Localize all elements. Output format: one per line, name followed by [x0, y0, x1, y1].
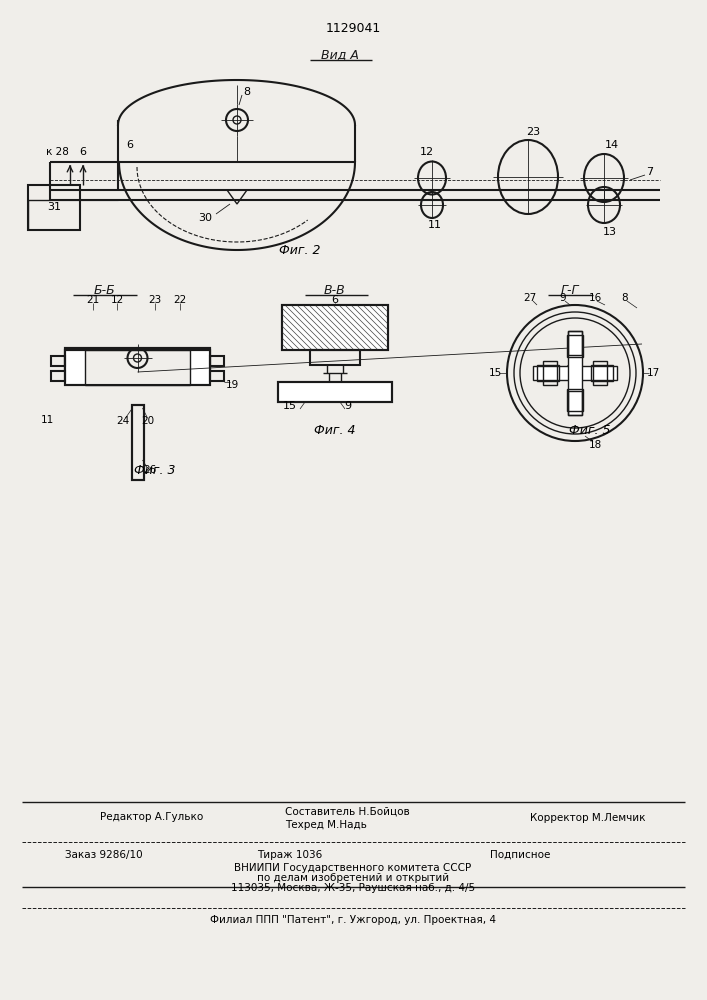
- Text: Б-Б: Б-Б: [94, 284, 116, 296]
- Text: Заказ 9286/10: Заказ 9286/10: [65, 850, 143, 860]
- Bar: [210, 371, 224, 381]
- Text: 23: 23: [526, 127, 540, 137]
- Bar: [537, 365, 559, 381]
- Text: 7: 7: [646, 167, 653, 177]
- Text: 6: 6: [79, 147, 86, 157]
- Bar: [65, 350, 210, 385]
- Text: Г-Г: Г-Г: [561, 284, 579, 296]
- Text: Составитель Н.Бойцов: Составитель Н.Бойцов: [285, 807, 410, 817]
- Bar: [567, 389, 583, 411]
- Bar: [28, 185, 80, 230]
- Bar: [568, 331, 582, 415]
- Text: 8: 8: [243, 87, 250, 97]
- Text: В-В: В-В: [324, 284, 346, 296]
- Bar: [282, 305, 388, 350]
- Bar: [282, 305, 388, 350]
- Text: по делам изобретений и открытий: по делам изобретений и открытий: [257, 873, 449, 883]
- Text: 24: 24: [116, 416, 129, 426]
- Bar: [593, 361, 607, 385]
- Bar: [278, 382, 392, 402]
- Text: 31: 31: [47, 202, 61, 213]
- Text: 12: 12: [110, 295, 124, 305]
- Bar: [132, 405, 144, 480]
- Text: Филиал ППП "Патент", г. Ужгород, ул. Проектная, 4: Филиал ППП "Патент", г. Ужгород, ул. Про…: [210, 915, 496, 925]
- Bar: [65, 350, 210, 385]
- Text: Вид А: Вид А: [321, 48, 359, 62]
- Text: 21: 21: [86, 295, 100, 305]
- Text: 6: 6: [127, 140, 134, 150]
- Text: 11: 11: [428, 220, 442, 230]
- Bar: [543, 361, 557, 385]
- Text: 113035, Москва, Ж-35, Раушская наб., д. 4/5: 113035, Москва, Ж-35, Раушская наб., д. …: [231, 883, 475, 893]
- Bar: [132, 405, 144, 480]
- Text: 20: 20: [141, 416, 154, 426]
- Bar: [568, 391, 582, 415]
- Bar: [51, 356, 65, 366]
- Text: Подписное: Подписное: [490, 850, 550, 860]
- Text: 27: 27: [523, 293, 537, 303]
- Text: Корректор М.Лемчик: Корректор М.Лемчик: [530, 813, 645, 823]
- Bar: [210, 356, 224, 366]
- Text: ВНИИПИ Государственного комитета СССР: ВНИИПИ Государственного комитета СССР: [235, 863, 472, 873]
- Text: 1129041: 1129041: [325, 21, 380, 34]
- Text: 12: 12: [420, 147, 434, 157]
- Text: 19: 19: [226, 380, 239, 390]
- Text: 23: 23: [148, 295, 162, 305]
- Text: 15: 15: [489, 368, 502, 378]
- Text: 22: 22: [173, 295, 187, 305]
- Bar: [567, 335, 583, 357]
- Text: к 28: к 28: [45, 147, 69, 157]
- Bar: [568, 331, 582, 355]
- Text: Фиг. 4: Фиг. 4: [314, 424, 356, 436]
- Bar: [533, 366, 617, 380]
- Text: 13: 13: [603, 227, 617, 237]
- Text: 16: 16: [588, 293, 602, 303]
- Bar: [591, 365, 613, 381]
- Text: 26: 26: [143, 465, 156, 475]
- Bar: [65, 348, 210, 370]
- Text: 14: 14: [605, 140, 619, 150]
- Text: Тираж 1036: Тираж 1036: [257, 850, 322, 860]
- Text: Техред М.Надь: Техред М.Надь: [285, 820, 367, 830]
- Text: Фиг. 5: Фиг. 5: [569, 424, 611, 436]
- Text: Фиг. 2: Фиг. 2: [279, 243, 321, 256]
- Bar: [51, 371, 65, 381]
- Bar: [65, 348, 210, 370]
- Text: 9: 9: [560, 293, 566, 303]
- Text: 9: 9: [344, 401, 351, 411]
- Bar: [85, 350, 190, 385]
- Text: Редактор А.Гулько: Редактор А.Гулько: [100, 812, 203, 822]
- Bar: [310, 350, 360, 365]
- Text: 11: 11: [40, 415, 54, 425]
- Text: Фиг. 3: Фиг. 3: [134, 464, 176, 477]
- Text: 17: 17: [646, 368, 660, 378]
- Text: 30: 30: [198, 213, 212, 223]
- Text: 18: 18: [588, 440, 602, 450]
- Bar: [278, 382, 392, 402]
- Text: 15: 15: [283, 401, 297, 411]
- Text: 6: 6: [332, 295, 339, 305]
- Text: 8: 8: [621, 293, 629, 303]
